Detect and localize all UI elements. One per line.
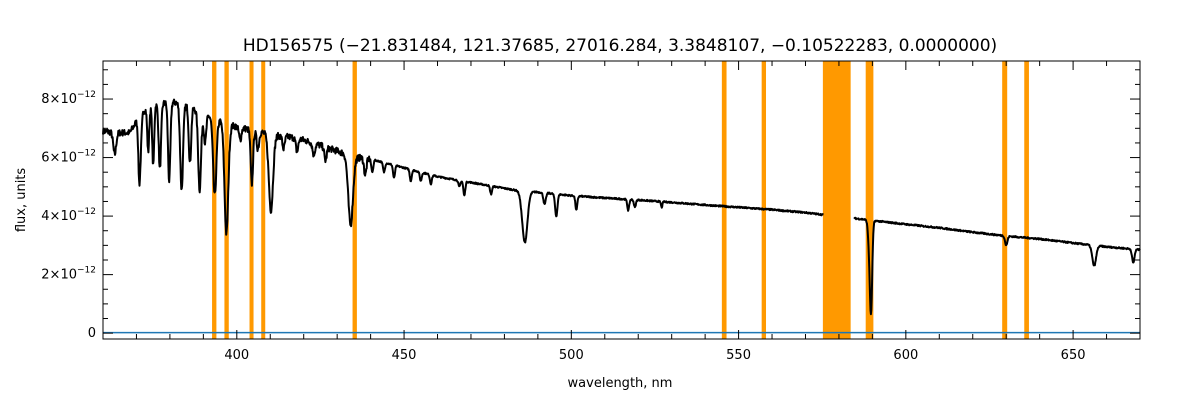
masked-region [1024, 61, 1029, 339]
masked-region [721, 61, 727, 339]
x-tick-label: 600 [893, 348, 918, 363]
y-axis-ticks: 0 2×10−12 4×10−12 6×10−12 8×10−12 [41, 69, 1140, 341]
masked-region [761, 61, 767, 339]
masked-region [249, 61, 254, 339]
y-tick-label: 4×10−12 [41, 207, 96, 224]
y-tick-label: 6×10−12 [41, 149, 96, 166]
masked-region [822, 61, 851, 339]
masked-region [352, 61, 357, 339]
masked-region [1002, 61, 1008, 339]
masked-region [865, 61, 874, 339]
masked-regions [212, 61, 1029, 339]
masked-region [261, 61, 266, 339]
x-axis-ticks: 400 450 500 550 600 650 [102, 61, 1141, 363]
x-tick-label: 450 [392, 348, 417, 363]
x-tick-label: 550 [726, 348, 751, 363]
plot-border [102, 60, 1141, 340]
spectrum-series [102, 98, 1141, 316]
x-axis-label: wavelength, nm [568, 376, 673, 391]
y-tick-label: 8×10−12 [41, 90, 96, 107]
y-axis-label: flux, units [14, 168, 29, 233]
x-tick-label: 500 [559, 348, 584, 363]
x-tick-label: 650 [1061, 348, 1086, 363]
spectrum-line [853, 216, 1141, 316]
chart-title: HD156575 (−21.831484, 121.37685, 27016.2… [243, 36, 997, 56]
masked-region [212, 61, 217, 339]
plot-frame [102, 60, 1141, 340]
y-tick-label: 2×10−12 [41, 266, 96, 283]
y-tick-label: 0 [88, 326, 96, 341]
x-tick-label: 400 [224, 348, 249, 363]
spectrum-line [102, 98, 825, 244]
masked-region [224, 61, 229, 339]
